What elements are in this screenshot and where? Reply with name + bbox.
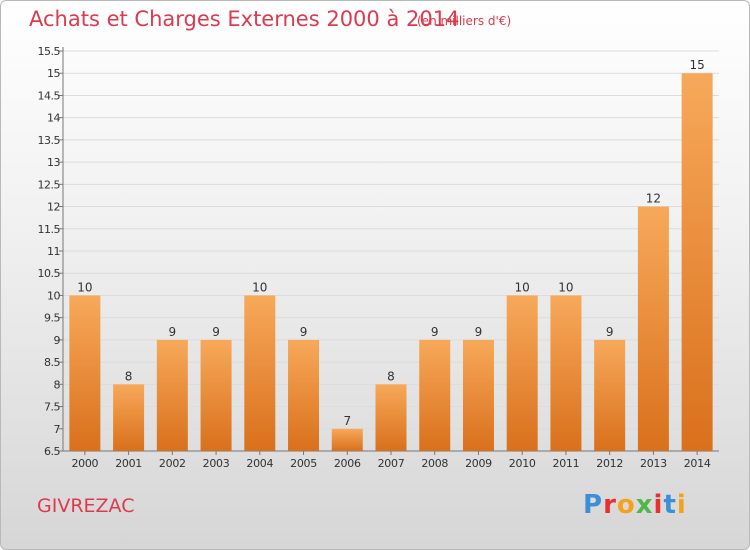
data-label: 9 xyxy=(169,325,177,339)
x-tick-label: 2003 xyxy=(203,457,230,470)
x-tick-label: 2013 xyxy=(640,457,667,470)
y-tick-label: 11 xyxy=(47,245,60,258)
bar xyxy=(375,384,407,451)
bar xyxy=(200,339,232,451)
y-tick-label: 10 xyxy=(47,289,60,302)
proxiti-logo[interactable]: Proxiti xyxy=(583,490,687,520)
y-tick-label: 9 xyxy=(54,334,61,347)
bar xyxy=(419,339,451,451)
y-tick-label: 12 xyxy=(47,201,60,214)
bar xyxy=(594,339,626,451)
data-label: 9 xyxy=(212,325,220,339)
y-tick-label: 14.5 xyxy=(38,89,61,102)
x-tick-label: 2010 xyxy=(509,457,536,470)
labels: 6.5 7 7.5 8 8.5 9 9.5 10 10.5 11 11.5 12 12.5 13 13.5 1… xyxy=(38,45,712,470)
x-tick-label: 2000 xyxy=(71,457,98,470)
x-tick-label: 2005 xyxy=(290,457,317,470)
x-tick-label: 2001 xyxy=(115,457,142,470)
bar xyxy=(462,339,494,451)
y-tick-label: 7 xyxy=(54,423,61,436)
x-tick-label: 2012 xyxy=(596,457,623,470)
y-tick-label: 7.5 xyxy=(44,401,60,414)
y-tick-label: 12.5 xyxy=(38,178,61,191)
bar xyxy=(331,428,363,451)
x-tick-label: 2006 xyxy=(334,457,361,470)
chart-title: Achats et Charges Externes 2000 à 2014 xyxy=(29,7,460,31)
data-label: 8 xyxy=(125,369,133,383)
bar xyxy=(69,295,101,451)
bar xyxy=(506,295,538,451)
commune-name: GIVREZAC xyxy=(37,495,135,517)
y-tick-label: 14 xyxy=(47,112,60,125)
y-tick-label: 13 xyxy=(47,156,60,169)
bar xyxy=(113,384,145,451)
data-label: 9 xyxy=(300,325,308,339)
data-label: 9 xyxy=(475,325,483,339)
x-tick-label: 2004 xyxy=(246,457,273,470)
data-label: 7 xyxy=(343,414,351,428)
x-tick-label: 2008 xyxy=(421,457,448,470)
data-label: 10 xyxy=(515,280,530,294)
logo-letter: P xyxy=(583,490,604,520)
x-tick-label: 2002 xyxy=(159,457,186,470)
bars xyxy=(69,73,713,451)
y-tick-label: 8 xyxy=(54,378,61,391)
bar xyxy=(681,73,713,451)
y-tick-label: 10.5 xyxy=(38,267,61,280)
data-label: 9 xyxy=(431,325,439,339)
chart-subtitle: (en milliers d'€) xyxy=(417,14,512,28)
logo-letter: i xyxy=(676,490,687,520)
logo-letter: i xyxy=(653,490,664,520)
data-label: 9 xyxy=(606,325,614,339)
bar xyxy=(288,339,320,451)
data-label: 8 xyxy=(387,369,395,383)
data-label: 10 xyxy=(252,280,267,294)
y-tick-label: 11.5 xyxy=(38,223,61,236)
y-tick-label: 13.5 xyxy=(38,134,61,147)
data-label: 15 xyxy=(689,58,704,72)
bar xyxy=(637,206,669,451)
bar xyxy=(156,339,188,451)
y-tick-label: 6.5 xyxy=(44,445,60,458)
y-tick-label: 15.5 xyxy=(38,45,61,58)
data-label: 10 xyxy=(77,280,92,294)
y-tick-label: 15 xyxy=(47,67,60,80)
x-tick-label: 2009 xyxy=(465,457,492,470)
x-tick-label: 2007 xyxy=(378,457,405,470)
bar xyxy=(550,295,582,451)
bar xyxy=(244,295,276,451)
data-label: 10 xyxy=(558,280,573,294)
x-tick-label: 2011 xyxy=(553,457,580,470)
data-label: 12 xyxy=(646,192,661,206)
logo-letter: x xyxy=(635,490,654,520)
x-tick-label: 2014 xyxy=(684,457,711,470)
y-tick-label: 8.5 xyxy=(44,356,60,369)
logo-letter: o xyxy=(616,490,636,520)
logo-letter: t xyxy=(663,490,677,520)
logo-letter: r xyxy=(603,490,617,520)
y-tick-label: 9.5 xyxy=(44,312,60,325)
